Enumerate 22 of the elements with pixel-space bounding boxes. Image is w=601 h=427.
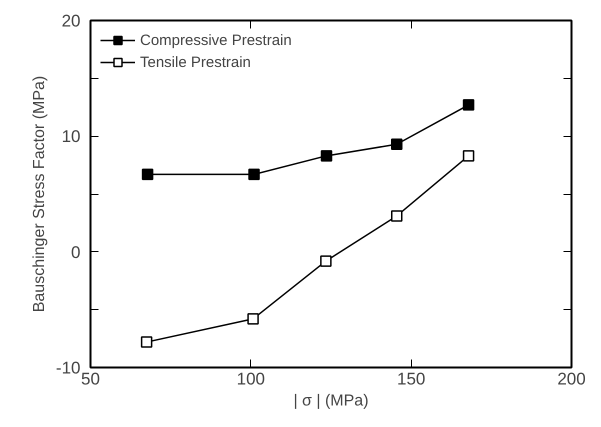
point: [390, 210, 402, 222]
point: [462, 99, 474, 111]
y-tick-label: -10: [56, 358, 81, 378]
y-tick-label: 20: [62, 12, 81, 30]
legend-label: Tensile Prestrain: [140, 54, 251, 70]
point: [320, 255, 332, 267]
x-tick-label: 100: [236, 370, 266, 388]
x-tick-label: 200: [557, 370, 586, 388]
point: [247, 313, 259, 325]
x-tick-label: 50: [81, 370, 100, 388]
point: [390, 138, 402, 150]
point: [140, 336, 152, 348]
point: [248, 168, 260, 180]
y-tick-label: 0: [71, 242, 81, 262]
y-axis-title: Bauschinger Stress Factor (MPa): [30, 76, 48, 312]
x-tick-label: 150: [396, 370, 426, 388]
legend-label: Compressive Prestrain: [140, 32, 292, 48]
x-axis-title: | σ | (MPa): [293, 392, 369, 410]
point: [462, 150, 474, 162]
point: [320, 150, 332, 162]
point: [142, 168, 154, 180]
y-tick-label: 10: [62, 127, 81, 146]
